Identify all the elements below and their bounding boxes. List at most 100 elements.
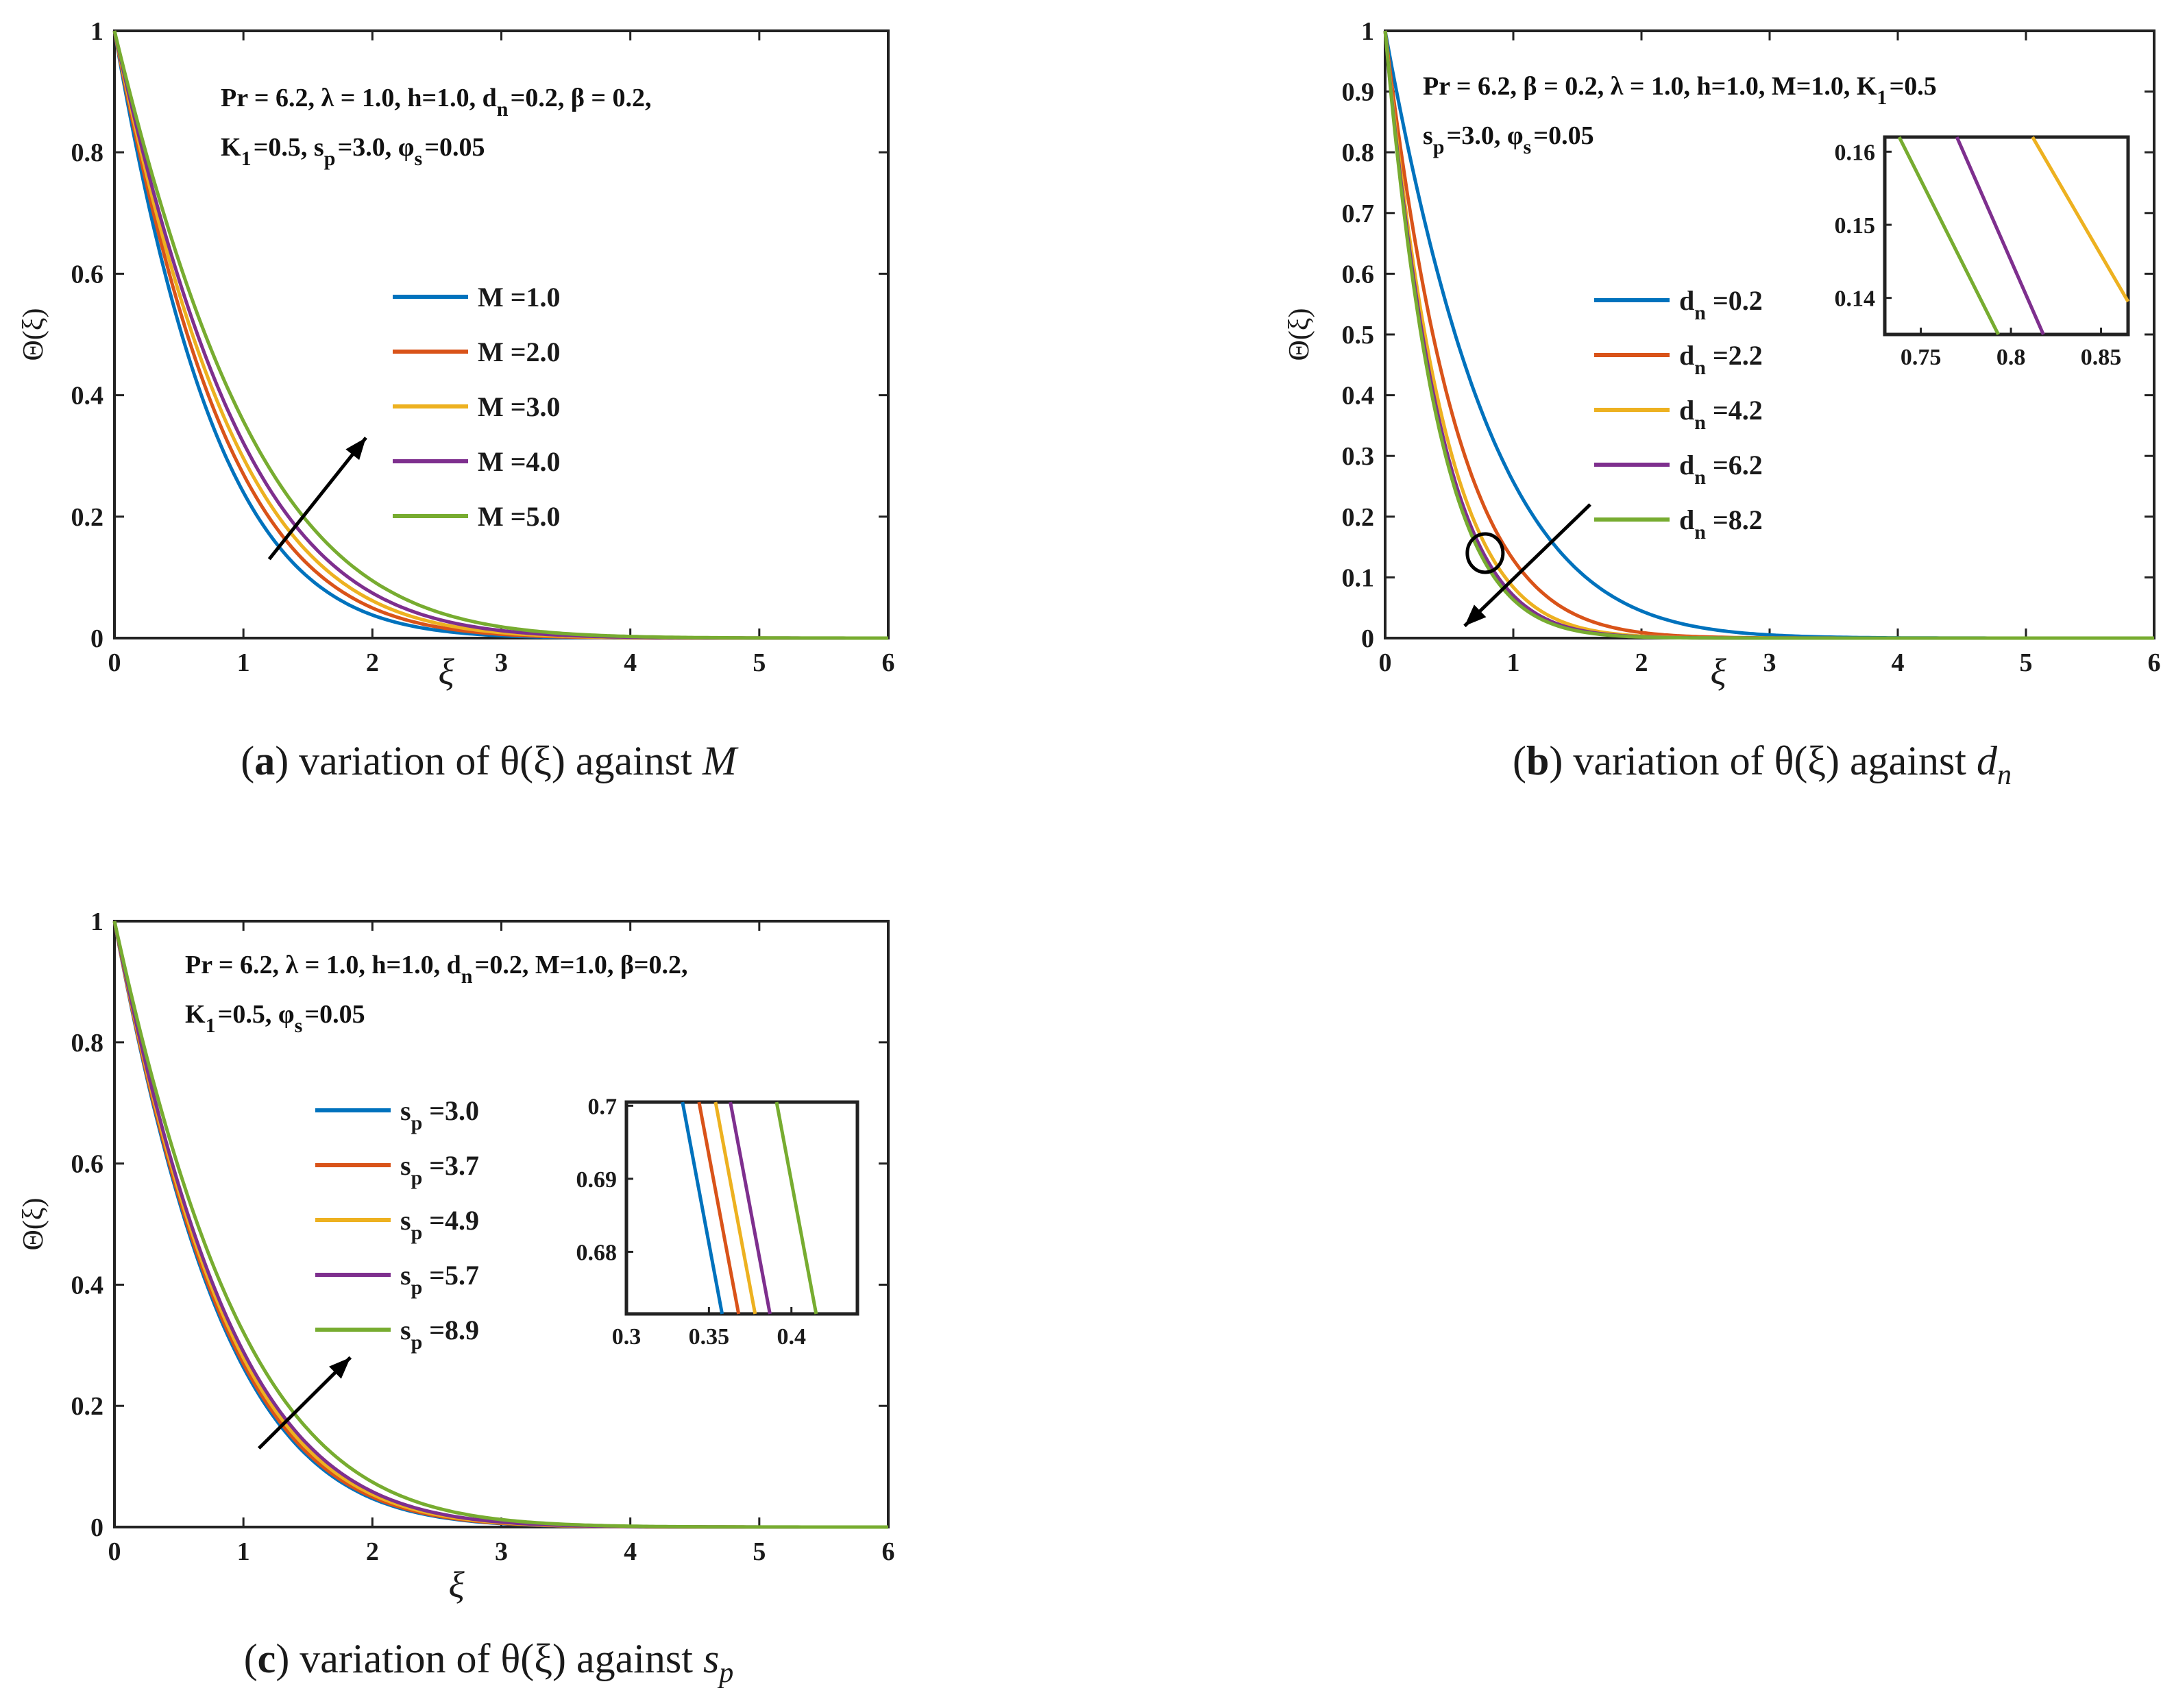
- legend-label: sp =5.7: [400, 1260, 479, 1299]
- x-tick-label: 4: [624, 1537, 637, 1566]
- inset-y-tick-label: 0.16: [1835, 140, 1876, 165]
- y-tick-label: 0.4: [1342, 382, 1375, 411]
- inset-y-tick-label: 0.68: [576, 1240, 618, 1265]
- x-tick-label: 1: [237, 1537, 250, 1566]
- y-tick-label: 0.8: [71, 138, 104, 167]
- trend-arrow: [1463, 503, 1591, 628]
- y-axis-label: Θ(ξ): [1284, 308, 1315, 361]
- x-tick-label: 6: [2148, 648, 2161, 677]
- y-tick-label: 0.2: [1342, 503, 1375, 532]
- legend-label: dn =2.2: [1679, 340, 1763, 379]
- legend-label: dn =4.2: [1679, 395, 1763, 434]
- y-tick-label: 0.7: [1342, 199, 1375, 228]
- x-tick-label: 2: [1635, 648, 1648, 677]
- y-axis-label: Θ(ξ): [18, 308, 49, 361]
- x-tick-label: 6: [882, 648, 895, 677]
- inset-series-line: [681, 1101, 724, 1315]
- inset-series-line: [2031, 136, 2130, 303]
- y-tick-label: 0: [1361, 624, 1374, 653]
- chart-panel-c: 0 1 2 3 4 5 6 0 0.2 0.4 0.6 0.8 1 Θ(ξ) ξ sp =3.0 sp =3.7…: [18, 907, 895, 1689]
- series-line-5: [112, 920, 888, 1529]
- series-line-5: [1383, 30, 2154, 640]
- series-line-5: [112, 30, 888, 640]
- inset-y-tick-label: 0.69: [576, 1167, 618, 1193]
- x-tick-label: 2: [366, 648, 379, 677]
- y-tick-label: 0.1: [1342, 563, 1375, 592]
- chart-panel-b: 0 1 2 3 4 5 6 0 0.1 0.2 0.3 0.4 0.5 0.6 0.7 0.8 0.9 1 Θ(ξ)…: [1284, 17, 2161, 791]
- y-tick-label: 0.5: [1342, 321, 1375, 350]
- y-tick-label: 0: [90, 624, 103, 653]
- y-tick-label: 0.6: [71, 260, 104, 289]
- trend-arrow-head: [1464, 605, 1487, 626]
- y-tick-label: 0.8: [71, 1029, 104, 1058]
- trend-arrow-head: [329, 1357, 351, 1379]
- inset-series-line: [774, 1101, 818, 1315]
- parameter-annotation: Pr = 6.2, β = 0.2, λ = 1.0, h=1.0, M=1.0…: [1423, 72, 1937, 109]
- trend-arrow-head: [345, 437, 366, 461]
- parameter-annotation: Pr = 6.2, λ = 1.0, h=1.0, dn =0.2, β = 0…: [221, 84, 652, 121]
- legend-label: sp =3.0: [400, 1095, 479, 1134]
- x-axis-label: ξ: [1710, 651, 1726, 692]
- y-tick-label: 0.8: [1342, 138, 1375, 167]
- trend-arrow: [267, 437, 367, 561]
- y-tick-label: 0.4: [71, 1271, 104, 1300]
- legend-label: sp =4.9: [400, 1205, 479, 1244]
- x-tick-label: 0: [108, 1537, 121, 1566]
- zoom-circle: [1465, 532, 1505, 574]
- x-tick-label: 1: [1507, 648, 1520, 677]
- series-line-3: [112, 30, 888, 640]
- inset-series-line: [697, 1101, 741, 1315]
- y-axis-label: Θ(ξ): [18, 1197, 49, 1250]
- y-tick-label: 0.4: [71, 382, 104, 411]
- parameter-annotation: sp =3.0, φs =0.05: [1423, 121, 1594, 158]
- inset-series-line: [1955, 136, 2045, 336]
- x-tick-label: 3: [495, 1537, 508, 1566]
- legend-label: sp =3.7: [400, 1150, 479, 1189]
- inset-plot: 0.75 0.8 0.85 0.14 0.15 0.16: [1835, 135, 2130, 370]
- y-tick-label: 0.9: [1342, 78, 1375, 107]
- parameter-annotation: Pr = 6.2, λ = 1.0, h=1.0, dn =0.2, M=1.0…: [185, 951, 688, 988]
- plot-frame: [113, 29, 890, 639]
- figure-caption: (c) variation of θ(ξ) against sp: [244, 1636, 734, 1689]
- y-tick-label: 1: [1361, 17, 1374, 46]
- legend-label: dn =0.2: [1679, 285, 1763, 324]
- inset-frame: [1883, 135, 2130, 337]
- y-tick-label: 0.2: [71, 503, 104, 532]
- x-tick-label: 4: [1892, 648, 1905, 677]
- x-tick-label: 3: [1763, 648, 1776, 677]
- legend-label: M =5.0: [478, 501, 561, 532]
- y-tick-label: 0.2: [71, 1392, 104, 1421]
- parameter-annotation: K1 =0.5, sp =3.0, φs =0.05: [221, 133, 485, 170]
- inset-x-tick-label: 0.85: [2081, 345, 2122, 370]
- parameter-annotation: K1 =0.5, φs =0.05: [185, 1000, 365, 1037]
- figure-caption: (b) variation of θ(ξ) against dn: [1513, 738, 2012, 791]
- inset-frame: [624, 1100, 859, 1316]
- inset-y-tick-label: 0.14: [1835, 286, 1876, 312]
- x-tick-label: 5: [753, 1537, 766, 1566]
- x-tick-label: 5: [2020, 648, 2033, 677]
- inset-y-tick-label: 0.15: [1835, 213, 1876, 239]
- series-line-2: [112, 30, 888, 640]
- legend-label: dn =6.2: [1679, 450, 1763, 489]
- x-axis-label: ξ: [438, 651, 454, 692]
- legend-label: dn =8.2: [1679, 504, 1763, 544]
- y-tick-label: 0.6: [1342, 260, 1375, 289]
- inset-plot: 0.3 0.35 0.4 0.68 0.69 0.7: [576, 1094, 859, 1350]
- y-tick-label: 0.6: [71, 1150, 104, 1179]
- legend-label: M =3.0: [478, 391, 561, 422]
- legend-label: M =1.0: [478, 282, 561, 313]
- x-tick-label: 5: [753, 648, 766, 677]
- series-line-4: [112, 30, 888, 640]
- inset-x-tick-label: 0.35: [689, 1324, 730, 1350]
- x-tick-label: 0: [108, 648, 121, 677]
- y-tick-label: 0.3: [1342, 442, 1375, 471]
- inset-series-line: [1897, 136, 2000, 336]
- inset-x-tick-label: 0.3: [612, 1324, 642, 1350]
- legend-label: M =4.0: [478, 446, 561, 477]
- x-tick-label: 4: [624, 648, 637, 677]
- legend-label: M =2.0: [478, 337, 561, 367]
- y-tick-label: 1: [90, 907, 103, 936]
- inset-series-line: [729, 1101, 772, 1315]
- figure-caption: (a) variation of θ(ξ) against M: [241, 738, 739, 783]
